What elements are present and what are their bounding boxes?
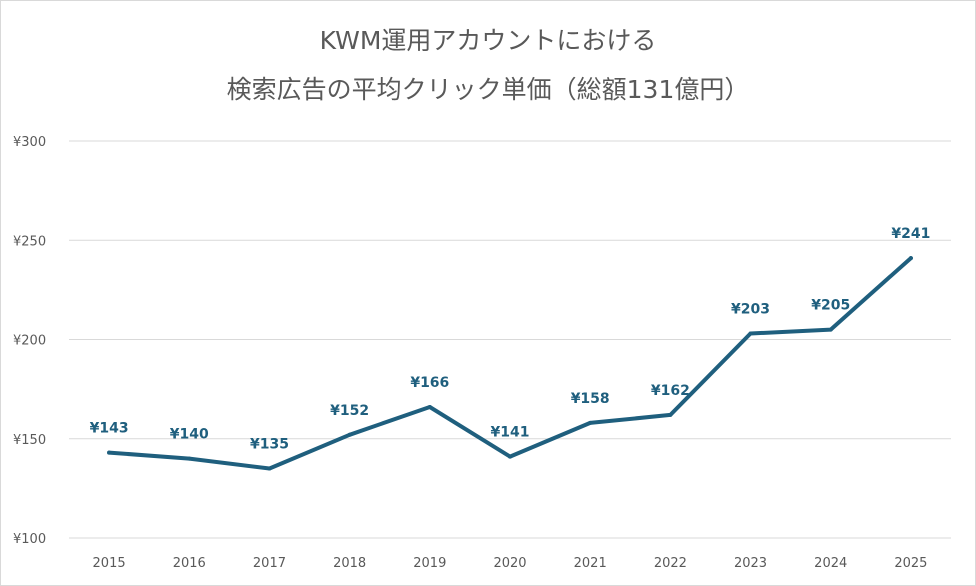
data-point xyxy=(748,331,753,336)
chart-title-line-2: 検索広告の平均クリック単価（総額131億円） xyxy=(226,75,750,104)
data-label: ¥162 xyxy=(651,383,690,399)
x-tick-label: 2017 xyxy=(253,556,286,571)
x-tick-label: 2024 xyxy=(814,556,847,571)
data-label: ¥241 xyxy=(891,226,930,242)
data-label: ¥135 xyxy=(250,437,289,453)
y-tick-label: ¥250 xyxy=(13,234,46,249)
y-tick-label: ¥200 xyxy=(13,334,46,349)
data-point xyxy=(508,454,512,459)
data-label: ¥158 xyxy=(571,391,610,407)
data-label: ¥140 xyxy=(170,427,209,443)
x-tick-label: 2019 xyxy=(413,556,446,571)
data-label: ¥203 xyxy=(731,302,770,318)
data-point xyxy=(267,466,272,471)
data-label: ¥205 xyxy=(811,298,850,314)
x-tick-label: 2020 xyxy=(493,556,526,571)
data-label: ¥166 xyxy=(410,375,449,391)
y-tick-label: ¥300 xyxy=(13,135,46,150)
data-label: ¥152 xyxy=(330,403,369,419)
x-tick-label: 2023 xyxy=(734,556,767,571)
x-tick-label: 2022 xyxy=(654,556,687,571)
x-tick-label: 2025 xyxy=(894,556,927,571)
data-label: ¥143 xyxy=(90,421,129,437)
data-point xyxy=(347,432,352,437)
data-point xyxy=(427,404,432,409)
data-point xyxy=(588,420,593,425)
x-tick-label: 2016 xyxy=(173,556,206,571)
y-tick-label: ¥100 xyxy=(13,532,46,547)
x-tick-label: 2021 xyxy=(574,556,607,571)
chart-title-line-1: KWM運用アカウントにおける xyxy=(319,26,657,55)
y-tick-label: ¥150 xyxy=(13,433,46,448)
data-point xyxy=(107,450,112,455)
data-point xyxy=(828,327,833,332)
x-tick-label: 2018 xyxy=(333,556,366,571)
data-point xyxy=(187,456,192,461)
x-tick-label: 2015 xyxy=(93,556,126,571)
data-label: ¥141 xyxy=(491,425,530,441)
data-point xyxy=(908,256,913,261)
data-point xyxy=(668,412,673,417)
